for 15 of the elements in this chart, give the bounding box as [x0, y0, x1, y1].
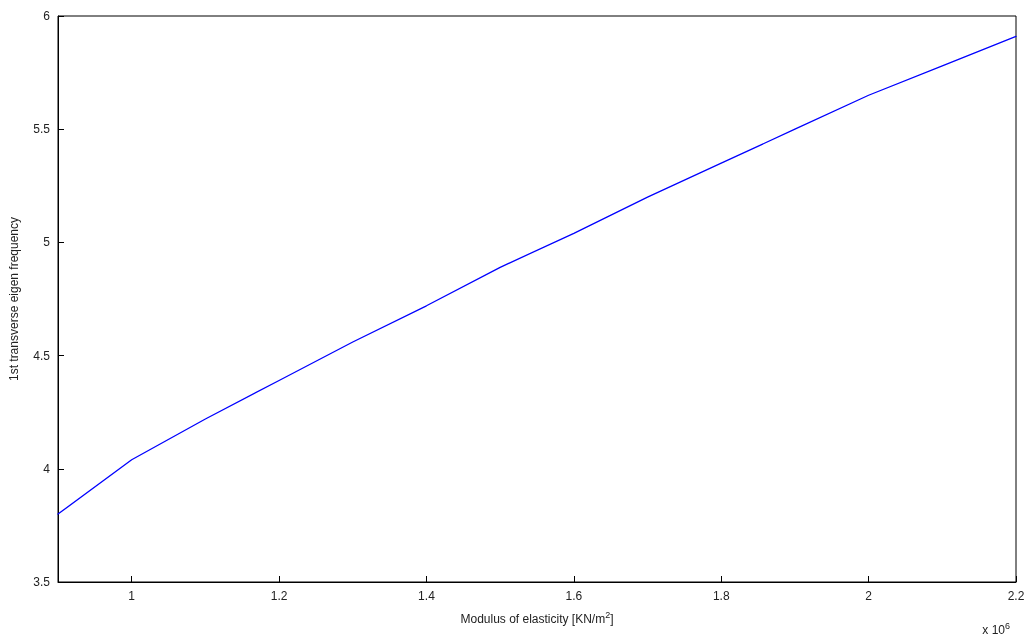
y-tick-label: 4.5 [33, 348, 51, 363]
y-tick-label: 5 [43, 235, 51, 250]
x-tick-label: 1 [128, 589, 136, 603]
y-axis-title: 1st transverse eigen frequency [7, 216, 21, 382]
x-tick-label: 1.2 [270, 589, 288, 603]
x-tick-label: 1.8 [712, 589, 730, 603]
line-series [57, 35, 1017, 515]
y-tick-label: 3.5 [33, 575, 51, 589]
x-tick-label: 2.2 [1007, 589, 1025, 603]
x-tick-label: 1.6 [565, 589, 583, 603]
y-tick-label: 5.5 [33, 122, 51, 137]
y-tick-label: 6 [43, 9, 51, 23]
x-tick-label: 1.4 [418, 589, 436, 603]
x-tick-label: 2 [865, 589, 873, 603]
y-tick-label: 4 [43, 461, 51, 476]
